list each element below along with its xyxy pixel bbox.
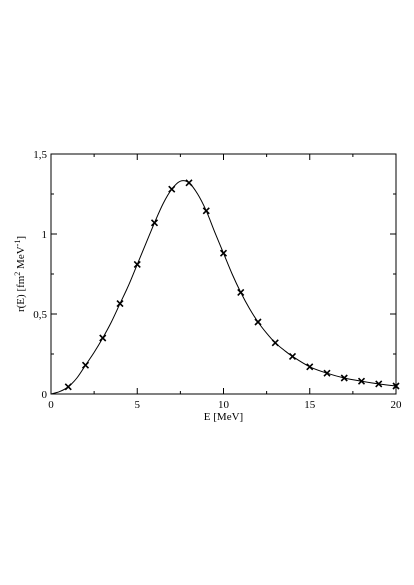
y-axis-label-mid: MeV (15, 246, 27, 271)
x-tick-label: 15 (304, 399, 316, 411)
y-axis-label-sup1: 2 (13, 272, 22, 276)
series-layer (50, 179, 400, 395)
axes-ticks: 0 5 10 15 20 0 0,5 1 1,5 (33, 149, 402, 411)
y-tick-label: 0,5 (33, 309, 47, 321)
y-axis-label-pre: r(E) [fm (15, 275, 27, 312)
plot-frame (50, 153, 397, 395)
y-axis-label-post: ] (15, 236, 27, 240)
y-tick-label: 1 (42, 229, 48, 241)
y-tick-label: 1,5 (33, 149, 47, 161)
y-tick-label: 0 (42, 389, 48, 401)
x-tick-label: 5 (135, 399, 141, 411)
y-axis-label: r(E) [fm2 MeV-1] (13, 236, 28, 312)
fit-curve (50, 180, 397, 395)
y-axis-label-sup2: -1 (13, 240, 22, 247)
x-tick-label: 20 (391, 399, 403, 411)
x-axis-label: E [MeV] (204, 411, 243, 423)
x-tick-label: 0 (48, 399, 54, 411)
x-tick-label: 10 (218, 399, 230, 411)
plot-area (50, 153, 397, 395)
